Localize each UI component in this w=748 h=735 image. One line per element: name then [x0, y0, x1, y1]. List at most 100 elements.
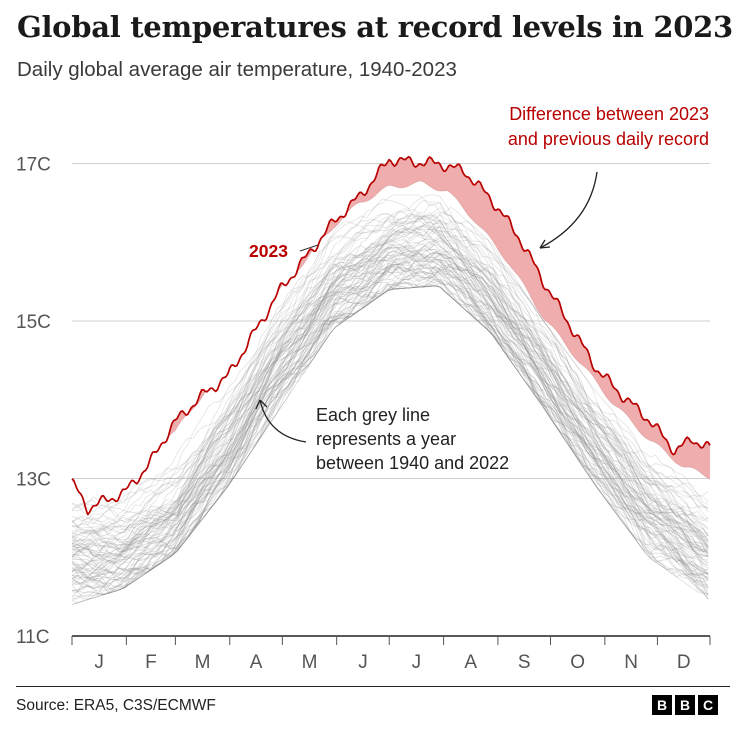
grey-year-line: [72, 239, 709, 557]
grey-year-line: [71, 233, 709, 545]
grey-year-line: [71, 285, 709, 605]
grey-year-line: [71, 247, 709, 575]
grey-year-line: [71, 239, 709, 560]
grey-year-line: [71, 227, 709, 544]
grey-year-line: [71, 265, 709, 579]
grey-year-line: [71, 260, 709, 580]
grey-year-line: [71, 253, 709, 567]
grey-year-line: [71, 264, 709, 576]
difference-label: Difference between 2023: [509, 104, 709, 124]
grey-year-line: [71, 236, 709, 557]
x-tick-label: J: [358, 652, 368, 673]
x-tick-label: F: [145, 652, 157, 673]
series-2023-label: 2023: [249, 241, 288, 261]
grey-year-line: [71, 243, 709, 570]
logo-letter: B: [675, 695, 695, 715]
grey-year-line: [71, 265, 709, 589]
grey-year-line: [71, 262, 709, 595]
grey-year-line: [71, 285, 709, 600]
grey-year-line: [71, 226, 709, 557]
grey-year-line: [71, 279, 709, 592]
grey-year-line: [71, 202, 709, 528]
grey-year-line: [71, 268, 709, 600]
grey-year-line: [71, 282, 709, 588]
grey-year-line: [71, 221, 709, 530]
grey-year-line: [71, 213, 709, 543]
grey-year-line: [71, 194, 709, 523]
chart-area: 11C 13C 15C 17C J F M A M J J A S O N D 2023 Difference …: [16, 104, 711, 673]
y-tick-label: 11C: [16, 627, 49, 648]
grey-year-line: [71, 253, 709, 566]
grey-year-line: [71, 255, 709, 576]
grey-year-line: [71, 249, 709, 579]
grey-year-line: [71, 214, 709, 541]
grey-year-line: [71, 226, 709, 559]
grey-year-line: [71, 279, 709, 593]
y-tick-label: 15C: [16, 312, 51, 333]
grey-year-line: [71, 247, 709, 582]
grey-year-line: [71, 279, 709, 604]
grey-lines-label: represents a year: [316, 429, 456, 449]
grey-lines-label: between 1940 and 2022: [316, 453, 509, 473]
grey-year-line: [71, 227, 709, 564]
grey-year-line: [71, 244, 709, 552]
grey-year-line: [71, 227, 709, 549]
grey-year-line: [71, 250, 709, 561]
series-2023-line: [71, 155, 711, 516]
x-tick-label: J: [94, 652, 104, 673]
x-tick-label: M: [302, 652, 318, 673]
grey-year-line: [71, 265, 709, 574]
grey-year-line: [71, 270, 709, 586]
x-tick-label: J: [412, 652, 422, 673]
grey-year-line: [71, 251, 709, 572]
grey-year-line: [71, 208, 709, 510]
grey-year-line: [71, 216, 709, 553]
grey-year-line: [71, 245, 709, 558]
y-tick-label: 13C: [16, 470, 51, 491]
source-note: Source: ERA5, C3S/ECMWF: [16, 697, 216, 714]
grey-year-line: [71, 224, 709, 553]
series-2023-leader: [299, 244, 319, 252]
logo-letter: B: [652, 695, 672, 715]
grey-year-line: [71, 248, 709, 576]
grey-year-line: [71, 263, 709, 598]
grey-lines-arrowhead: [255, 399, 268, 410]
grey-year-line: [71, 213, 709, 536]
chart-subtitle: Daily global average air temperature, 19…: [17, 58, 457, 81]
grey-year-line: [71, 274, 709, 596]
grey-lines-arrow: [259, 399, 307, 443]
grey-year-line: [71, 199, 709, 513]
x-tick-label: S: [518, 652, 531, 673]
x-tick-label: O: [570, 652, 585, 673]
grey-year-line: [71, 257, 709, 588]
grey-year-line: [71, 198, 709, 527]
grey-year-line: [71, 248, 709, 571]
x-tick-label: N: [624, 652, 638, 673]
grey-year-line: [71, 225, 709, 558]
grey-year-line: [71, 224, 709, 543]
grey-year-line: [71, 215, 709, 537]
grey-year-line: [71, 223, 709, 558]
grey-year-line: [71, 217, 709, 540]
grey-year-line: [71, 266, 709, 583]
grey-lines-label: Each grey line: [316, 405, 430, 425]
grey-year-line: [71, 227, 709, 540]
x-tick-label: A: [464, 652, 477, 673]
grey-year-line: [71, 268, 709, 597]
grey-year-line: [71, 206, 709, 513]
grey-year-line: [71, 244, 709, 569]
grey-year-line: [71, 228, 709, 562]
grey-year-line: [71, 277, 709, 592]
grey-year-line: [71, 213, 709, 546]
grey-year-line: [71, 265, 709, 589]
grey-year-line: [71, 216, 709, 552]
x-tick-label: D: [677, 652, 691, 673]
x-tick-label: A: [250, 652, 263, 673]
footer-divider: [16, 686, 730, 687]
grey-year-line: [71, 215, 709, 533]
bbc-logo: B B C: [652, 695, 718, 715]
grey-year-line: [71, 258, 709, 586]
grey-year-line: [71, 253, 709, 576]
grey-year-line: [71, 239, 709, 573]
grey-year-line: [71, 281, 709, 605]
